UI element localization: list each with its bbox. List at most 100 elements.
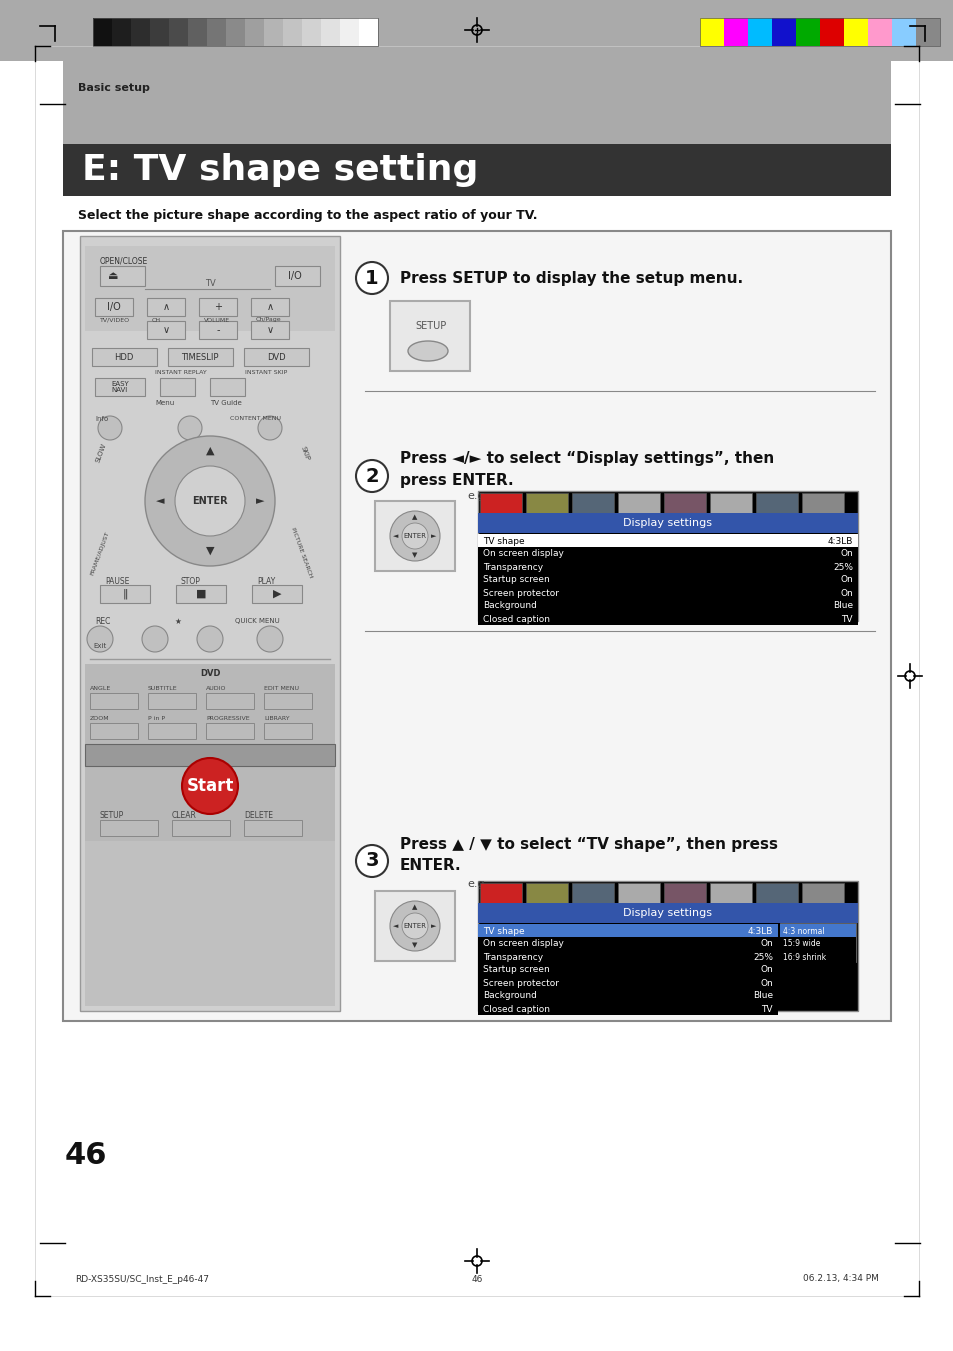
Text: On screen display: On screen display (482, 939, 563, 948)
Bar (663, 493, 705, 513)
Bar (477, 612, 857, 626)
Bar (867, 18, 891, 46)
Text: Transparency: Transparency (482, 952, 542, 962)
Text: EASY
NAVI: EASY NAVI (111, 381, 129, 393)
Text: OPEN/CLOSE: OPEN/CLOSE (100, 257, 148, 266)
Bar (206, 693, 253, 709)
Bar (85, 842, 335, 1006)
Bar (63, 145, 890, 196)
Bar (91, 349, 157, 366)
Text: ►: ► (255, 496, 264, 507)
Bar (572, 493, 614, 513)
Text: Basic setup: Basic setup (78, 82, 150, 93)
Bar (251, 322, 289, 339)
Text: Exit: Exit (93, 643, 107, 648)
Text: On: On (760, 966, 772, 974)
Text: SETUP: SETUP (415, 322, 446, 331)
Bar (375, 501, 455, 571)
Text: ▲: ▲ (412, 513, 417, 520)
Text: On: On (840, 589, 852, 597)
Text: PICTURE SEARCH: PICTURE SEARCH (290, 527, 313, 580)
Text: Menu: Menu (154, 400, 174, 407)
Text: LIBRARY: LIBRARY (264, 716, 290, 721)
Circle shape (182, 758, 237, 815)
Text: ‖: ‖ (122, 589, 128, 600)
Bar (147, 299, 185, 316)
Bar (477, 989, 778, 1002)
Text: 1: 1 (365, 269, 378, 288)
Bar (477, 547, 857, 561)
Bar (891, 18, 915, 46)
Bar (801, 884, 843, 902)
Text: +: + (213, 303, 222, 312)
Text: Display settings: Display settings (623, 517, 712, 528)
Bar (199, 299, 236, 316)
Bar (302, 18, 320, 46)
Bar (479, 493, 521, 513)
Text: Blue: Blue (752, 992, 772, 1001)
Text: ▲: ▲ (412, 904, 417, 911)
Text: 25%: 25% (832, 562, 852, 571)
Text: Startup screen: Startup screen (482, 966, 549, 974)
Text: VOLUME: VOLUME (204, 317, 230, 323)
Bar (283, 18, 302, 46)
Bar (477, 561, 857, 573)
Text: ▶: ▶ (273, 589, 281, 598)
Bar (663, 884, 705, 902)
Circle shape (174, 466, 245, 536)
Bar (618, 884, 659, 902)
Text: ►: ► (431, 923, 436, 929)
Text: Press SETUP to display the setup menu.: Press SETUP to display the setup menu. (399, 270, 742, 285)
Bar (700, 18, 939, 46)
Bar (150, 18, 169, 46)
Text: TV/VIDEO: TV/VIDEO (100, 317, 130, 323)
Bar (95, 299, 132, 316)
Text: ∨: ∨ (162, 326, 170, 335)
Bar (477, 924, 778, 938)
Circle shape (98, 416, 122, 440)
Bar (709, 884, 751, 902)
Bar (244, 349, 309, 366)
Bar (226, 18, 245, 46)
Text: PLAY: PLAY (256, 577, 275, 585)
Bar (274, 266, 319, 286)
Bar (148, 723, 195, 739)
Bar (843, 18, 867, 46)
Text: ∨: ∨ (266, 326, 274, 335)
Bar (244, 820, 302, 836)
Text: Display settings: Display settings (623, 908, 712, 917)
Bar (63, 231, 890, 1021)
Text: ENTER: ENTER (192, 496, 228, 507)
Circle shape (355, 459, 388, 492)
Bar (172, 820, 230, 836)
Text: Press ▲ / ▼ to select “TV shape”, then press: Press ▲ / ▼ to select “TV shape”, then p… (399, 836, 778, 851)
Text: Background: Background (482, 992, 537, 1001)
Bar (390, 301, 470, 372)
Bar (780, 924, 855, 938)
Text: ■: ■ (195, 589, 206, 598)
Text: TV shape: TV shape (482, 927, 524, 935)
Text: -: - (216, 326, 219, 335)
Text: ENTER: ENTER (403, 534, 426, 539)
Circle shape (401, 523, 428, 549)
Circle shape (178, 416, 202, 440)
Bar (801, 493, 843, 513)
Bar (477, 598, 857, 612)
Bar (210, 378, 245, 396)
Text: CLEAR: CLEAR (172, 812, 196, 820)
Text: RD-XS35SU/SC_Inst_E_p46-47: RD-XS35SU/SC_Inst_E_p46-47 (75, 1274, 209, 1283)
Circle shape (401, 913, 428, 939)
Text: ▼: ▼ (412, 942, 417, 948)
Circle shape (257, 416, 282, 440)
Text: DELETE: DELETE (244, 812, 273, 820)
Text: CONTENT MENU: CONTENT MENU (230, 416, 281, 422)
Text: SLOW: SLOW (95, 443, 108, 463)
Text: Closed caption: Closed caption (482, 615, 550, 624)
Text: ►: ► (431, 534, 436, 539)
Bar (112, 18, 131, 46)
Text: ▲: ▲ (206, 446, 214, 457)
Circle shape (355, 844, 388, 877)
Bar (175, 585, 226, 603)
Bar (199, 322, 236, 339)
Bar (85, 246, 335, 331)
